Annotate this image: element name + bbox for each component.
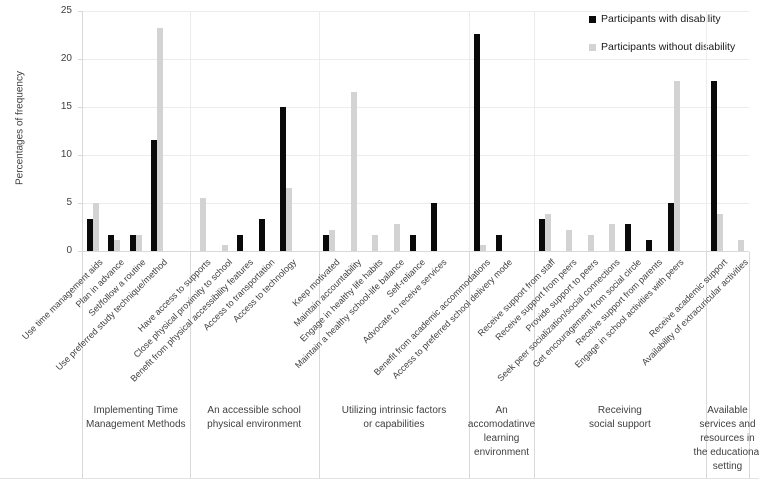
y-axis-line (82, 11, 83, 251)
bar-without-disability (480, 245, 487, 251)
bar-with-disability (129, 234, 136, 251)
category-label: Availability of extracuricular activitie… (640, 257, 751, 368)
gridline-20 (82, 59, 749, 60)
legend-swatch-without-disability (589, 43, 596, 51)
group-label: An accomodatinve learning environment (467, 405, 536, 458)
bar-without-disability (350, 91, 357, 251)
chart-bottom-border (0, 478, 759, 479)
bar-without-disability (372, 234, 379, 251)
bar-without-disability (738, 240, 745, 251)
bar-without-disability (157, 28, 164, 251)
y-tick-mark (78, 59, 82, 60)
group-separator (705, 252, 707, 478)
legend-label-with-disability: Participants with disability (601, 13, 721, 25)
bar-without-disability (716, 213, 723, 251)
bar-with-disability (646, 240, 653, 251)
bar-without-disability (286, 187, 293, 251)
y-tick-label: 25 (60, 5, 72, 16)
group-separator (533, 252, 535, 478)
bar-with-disability (667, 203, 674, 251)
legend-item-without-disability: Participants without disability (589, 40, 735, 54)
group-separator-plot (189, 11, 191, 251)
bar-with-disability (710, 81, 717, 251)
group-label: Implementing Time Management Methods (86, 405, 186, 430)
bar-without-disability (587, 234, 594, 251)
bar-with-disability (237, 234, 244, 251)
bar-without-disability (329, 229, 336, 251)
bar-with-disability (86, 219, 93, 251)
bar-with-disability (495, 234, 502, 251)
gridline-15 (82, 107, 749, 108)
y-axis-title: Percentages of frequency (14, 71, 26, 185)
y-tick-label: 0 (66, 245, 72, 256)
bar-without-disability (135, 234, 142, 251)
x-axis-line (78, 251, 749, 252)
group-label: An accessible school physical environmen… (207, 405, 302, 430)
y-tick-mark (78, 155, 82, 156)
y-tick-mark (78, 107, 82, 108)
gridline-5 (82, 203, 749, 204)
bar-with-disability (323, 234, 330, 251)
bar-with-disability (108, 234, 115, 251)
legend-item-with-disability: Participants with disability (589, 12, 721, 26)
bar-with-disability (258, 219, 265, 251)
group-separator (82, 252, 83, 478)
group-separator (318, 252, 320, 478)
bar-without-disability (566, 229, 573, 251)
legend-swatch-with-disability (589, 15, 596, 23)
y-tick-mark (78, 203, 82, 204)
gridline-10 (82, 155, 749, 156)
bar-with-disability (538, 219, 545, 251)
group-separator-plot (318, 11, 320, 251)
category-label: Receive academic support (646, 257, 729, 340)
bar-without-disability (221, 245, 228, 251)
group-separator (749, 252, 750, 478)
y-tick-mark (78, 11, 82, 12)
bar-without-disability (544, 213, 551, 251)
bar-without-disability (393, 224, 400, 251)
group-separator-plot (705, 11, 707, 251)
legend-label-without-disability: Participants without disability (601, 41, 736, 53)
bar-with-disability (431, 203, 438, 251)
group-separator-plot (469, 11, 471, 251)
bar-without-disability (673, 81, 680, 251)
bar-without-disability (609, 224, 616, 251)
bar-without-disability (92, 203, 99, 251)
bar-with-disability (280, 107, 287, 251)
group-separator (189, 252, 191, 478)
y-tick-label: 20 (60, 53, 72, 64)
bar-with-disability (409, 234, 416, 251)
bar-with-disability (624, 224, 631, 251)
bar-with-disability (474, 34, 481, 251)
group-label: Available services and resources in the … (693, 405, 759, 472)
y-tick-label: 5 (66, 197, 72, 208)
group-separator-plot (533, 11, 535, 251)
group-label: Utilizing intrinsic factors or capabilit… (341, 405, 447, 430)
group-separator (469, 252, 471, 478)
bar-with-disability (151, 139, 158, 251)
bar-without-disability (114, 240, 121, 251)
group-label: Receiving social support (589, 405, 651, 430)
y-tick-label: 10 (60, 149, 72, 160)
gridline-25 (82, 11, 749, 12)
y-tick-label: 15 (60, 101, 72, 112)
bar-without-disability (200, 198, 207, 251)
